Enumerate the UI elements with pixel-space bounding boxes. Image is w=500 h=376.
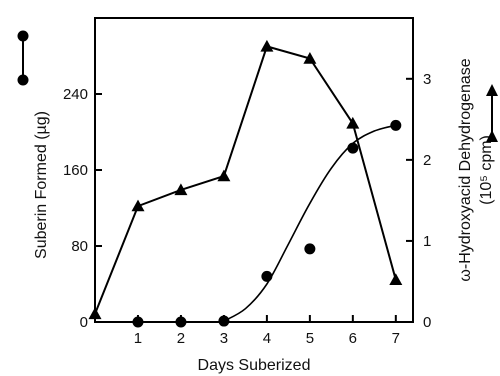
- series-group: [94, 45, 397, 322]
- right-y-tick-label: 0: [423, 314, 431, 331]
- suberin-fitted-curve: [223, 124, 397, 322]
- dehydrogenase-data-point: [174, 183, 188, 196]
- right-legend-key: [486, 84, 498, 142]
- dehydrogenase-data-point: [389, 273, 403, 285]
- left-y-tick-label: 0: [80, 314, 88, 331]
- left-y-axis: 0 80 160 240: [63, 86, 102, 331]
- x-tick-label: 2: [177, 330, 185, 347]
- right-axis-label: ω-Hydroxyacid Dehydrogenase: [457, 58, 474, 281]
- dehydrogenase-series-line: [94, 45, 397, 315]
- suberin-data-point: [304, 243, 316, 255]
- dehydrogenase-data-point: [217, 169, 231, 182]
- suberin-data-point: [218, 315, 230, 327]
- suberin-data-point: [390, 119, 402, 131]
- triangle-marker-icon: [486, 130, 498, 142]
- dehydrogenase-data-point: [303, 52, 317, 64]
- left-y-tick-label: 80: [71, 238, 88, 255]
- suberin-data-point: [261, 270, 273, 282]
- left-y-tick-label: 160: [63, 162, 88, 179]
- left-legend-key: [17, 30, 29, 86]
- marker-group: [88, 39, 403, 328]
- dehydrogenase-data-point: [260, 39, 274, 52]
- suberin-data-point: [132, 316, 144, 328]
- x-tick-label: 7: [392, 330, 400, 347]
- x-axis: 1 2 3 4 5 6 7: [134, 315, 400, 347]
- x-tick-label: 1: [134, 330, 142, 347]
- dehydrogenase-data-point: [131, 199, 145, 212]
- x-tick-label: 6: [349, 330, 357, 347]
- x-tick-label: 4: [263, 330, 271, 347]
- suberin-data-point: [175, 316, 187, 328]
- x-axis-label: Days Suberized: [198, 357, 311, 374]
- dehydrogenase-data-point: [88, 307, 102, 320]
- right-axis-unit: (10⁵ cpm): [478, 135, 495, 205]
- left-axis-label: Suberin Formed (µg): [33, 111, 50, 259]
- right-y-tick-label: 3: [423, 71, 431, 88]
- right-y-tick-label: 2: [423, 152, 431, 169]
- x-tick-label: 5: [306, 330, 314, 347]
- right-y-tick-label: 1: [423, 233, 431, 250]
- right-y-axis: 0 1 2 3: [406, 71, 431, 331]
- triangle-marker-icon: [486, 84, 498, 96]
- left-y-tick-label: 240: [63, 86, 88, 103]
- circle-marker-icon: [17, 74, 29, 86]
- suberin-data-point: [347, 142, 359, 154]
- x-tick-label: 3: [220, 330, 228, 347]
- dehydrogenase-data-point: [346, 116, 360, 129]
